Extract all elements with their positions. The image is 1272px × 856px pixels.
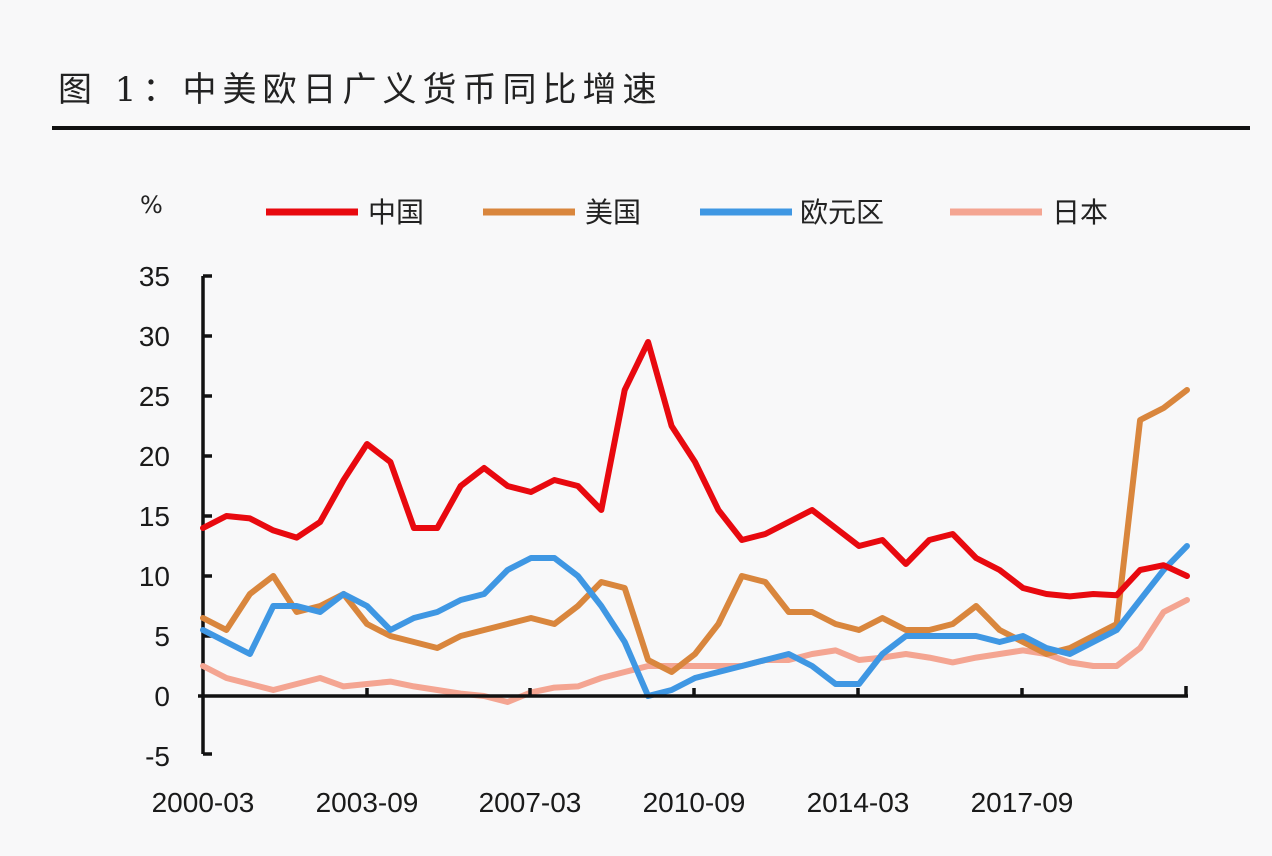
y-axis (201, 274, 212, 756)
legend: 中国 美国 欧元区 日本 (266, 196, 1108, 229)
y-tick-label: 5 (154, 621, 170, 652)
x-tick-label: 2007-03 (479, 787, 582, 818)
y-tick-label: 0 (154, 681, 170, 712)
x-tick-label: 2000-03 (152, 787, 255, 818)
legend-label-japan: 日本 (1052, 196, 1108, 229)
legend-item-china: 中国 (266, 196, 424, 229)
y-tick-label: 10 (139, 561, 170, 592)
series-layer (200, 339, 1190, 705)
chart-title: 图 1：中美欧日广义货币同比增速 (58, 70, 663, 110)
y-tick-label: 30 (139, 321, 170, 352)
legend-label-eurozone: 欧元区 (800, 196, 884, 229)
legend-item-eurozone: 欧元区 (700, 196, 884, 229)
legend-item-japan: 日本 (950, 196, 1108, 229)
x-axis (198, 686, 1188, 698)
legend-label-china: 中国 (368, 196, 424, 229)
series-line-china (200, 339, 1190, 600)
y-tick-label: 25 (139, 381, 170, 412)
y-tick-label: 35 (139, 261, 170, 292)
y-tick-label: 20 (139, 441, 170, 472)
y-axis-unit: % (140, 191, 163, 219)
title-divider (52, 126, 1250, 130)
y-tick-label: 15 (139, 501, 170, 532)
y-axis-labels: 35 30 25 20 15 10 5 0 -5 (139, 261, 170, 772)
x-tick-label: 2017-09 (971, 787, 1074, 818)
series-line-japan (200, 597, 1190, 705)
x-tick-label: 2010-09 (643, 787, 746, 818)
x-axis-labels: 2000-03 2003-09 2007-03 2010-09 2014-03 … (152, 787, 1074, 818)
x-tick-label: 2003-09 (316, 787, 419, 818)
x-tick-label: 2014-03 (807, 787, 910, 818)
series-line-eurozone (200, 543, 1190, 699)
y-tick-label: -5 (145, 741, 170, 772)
legend-item-usa: 美国 (483, 196, 641, 229)
series-line-usa (200, 387, 1190, 675)
legend-label-usa: 美国 (585, 196, 641, 229)
